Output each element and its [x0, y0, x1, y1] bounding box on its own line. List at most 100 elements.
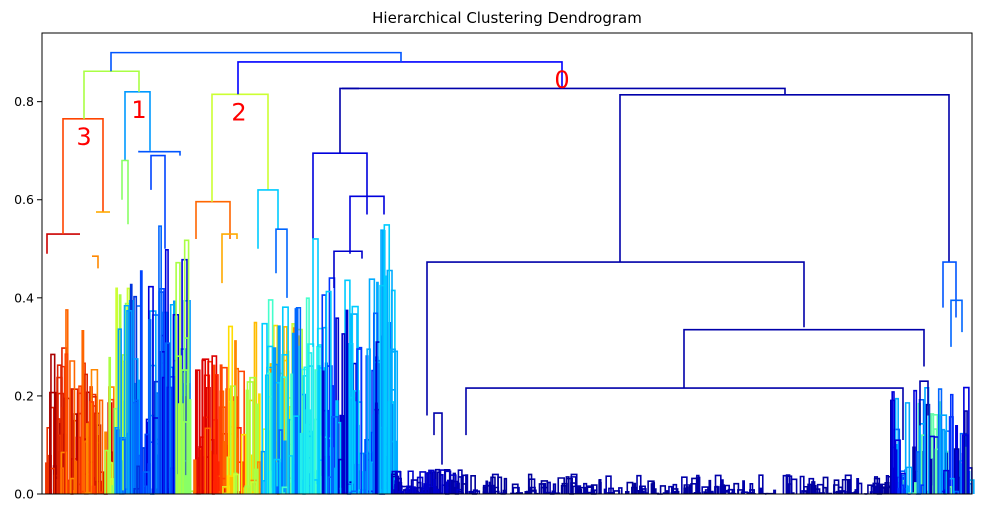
- dendrogram-link: [349, 195, 385, 254]
- leaf-link: [913, 389, 918, 494]
- leaf-link: [512, 486, 520, 494]
- cluster-labels: 0 1 2 3: [76, 66, 569, 151]
- dendrogram-link: [138, 150, 181, 156]
- dendrogram-link: [333, 250, 363, 289]
- leaf-link: [857, 482, 863, 494]
- leaf-link: [502, 489, 506, 494]
- leaf-link: [870, 485, 877, 494]
- leaf-link: [351, 305, 359, 494]
- leaf-link: [273, 347, 277, 494]
- leaf-link: [99, 491, 103, 494]
- leaf-link: [844, 474, 852, 494]
- leaf-link: [551, 490, 556, 494]
- leaf-link: [333, 467, 338, 494]
- leaf-link: [608, 487, 615, 494]
- dendrogram-link: [433, 412, 443, 465]
- dendrogram-link: [62, 118, 104, 235]
- dendrogram-link: [195, 200, 231, 239]
- leaf-link: [897, 487, 900, 494]
- leaf-link: [142, 471, 150, 494]
- dendrogram-link: [46, 233, 80, 254]
- leaf-link: [233, 473, 240, 494]
- leaf-link: [681, 476, 688, 494]
- leaf-link: [943, 469, 950, 494]
- y-tick-label: 0.0: [14, 487, 34, 502]
- axes: 0.0 0.2 0.4 0.6 0.8: [14, 32, 973, 502]
- leaf-link: [641, 488, 647, 494]
- leaf-link: [691, 477, 699, 494]
- leaf-link: [436, 471, 441, 494]
- leaf-link: [659, 485, 667, 494]
- dendrogram-link: [619, 93, 950, 263]
- leaf-link: [733, 482, 740, 494]
- leaf-link: [565, 476, 570, 494]
- leaf-link: [583, 482, 588, 494]
- leaf-link: [196, 369, 201, 494]
- leaf-link: [773, 489, 777, 494]
- leaf-link: [60, 467, 64, 494]
- dendrogram-link: [312, 238, 319, 347]
- leaf-link: [460, 483, 467, 494]
- dendrogram-link: [150, 154, 166, 249]
- leaf-link: [955, 425, 959, 494]
- leaf-link: [557, 477, 565, 494]
- dendrogram-link: [342, 87, 786, 95]
- leaf-link: [484, 486, 488, 494]
- axes-frame: [41, 32, 973, 495]
- leaf-link: [749, 483, 754, 494]
- leaf-link: [283, 440, 287, 494]
- leaf-link: [884, 482, 890, 494]
- leaf-link: [253, 468, 259, 494]
- leaf-link: [85, 423, 89, 494]
- leaf-link: [529, 489, 537, 494]
- leaf-link: [904, 402, 911, 494]
- dendrogram-link: [83, 70, 140, 119]
- leaf-link: [273, 458, 281, 494]
- leaf-link: [148, 319, 152, 494]
- leaf-link: [88, 401, 95, 494]
- leaf-link: [193, 459, 197, 494]
- leaf-link: [598, 479, 602, 494]
- leaf-link: [292, 415, 300, 494]
- leaf-link: [325, 290, 332, 494]
- leaf-link: [90, 368, 99, 494]
- leaf-link: [941, 428, 946, 494]
- leaf-link: [201, 359, 207, 494]
- leaf-link: [213, 454, 218, 494]
- leaf-link: [832, 491, 838, 494]
- leaf-link: [808, 477, 815, 494]
- leaf-link: [894, 439, 901, 494]
- leaf-link: [474, 490, 481, 494]
- leaf-link: [853, 491, 857, 494]
- leaf-link: [390, 388, 396, 494]
- leaf-link: [953, 448, 960, 494]
- cluster-label-1: 1: [131, 96, 146, 124]
- leaf-link: [117, 328, 122, 494]
- leaf-link: [714, 474, 722, 494]
- leaf-link: [244, 485, 251, 494]
- leaf-link: [916, 451, 920, 494]
- leaf-link: [731, 489, 736, 494]
- leaf-link: [230, 477, 234, 494]
- leaf-link: [131, 401, 138, 494]
- leaf-link: [626, 481, 634, 494]
- leaf-link: [590, 484, 598, 494]
- leaf-link: [468, 491, 474, 494]
- leaf-link: [690, 483, 698, 494]
- leaf-link: [710, 490, 714, 494]
- leaf-link: [136, 465, 141, 494]
- leaf-link: [872, 482, 880, 494]
- leaf-link: [451, 480, 459, 494]
- leaf-link: [307, 343, 315, 494]
- leaf-link: [721, 479, 724, 494]
- leaf-link: [180, 369, 189, 494]
- leaf-link: [724, 484, 730, 494]
- leaf-link: [613, 490, 621, 494]
- leaf-link: [714, 486, 720, 494]
- leaf-link: [417, 492, 423, 494]
- dendrogram-link: [237, 61, 563, 95]
- dendrogram-link: [110, 51, 402, 72]
- leaf-link: [822, 486, 827, 494]
- leaf-link: [81, 330, 85, 494]
